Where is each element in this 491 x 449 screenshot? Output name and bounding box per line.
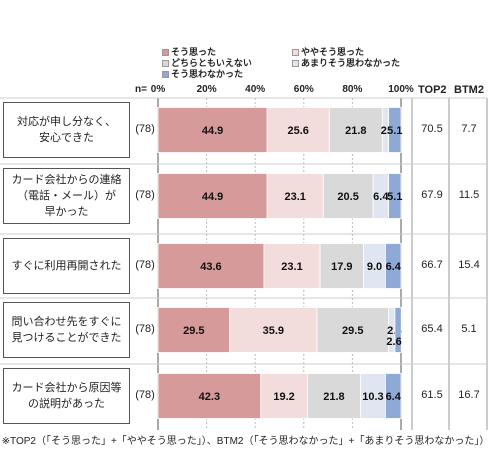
legend-swatch-4 [292, 60, 299, 68]
legend-label-3: どちらともいえない [171, 58, 252, 68]
top2-value: 67.9 [421, 189, 443, 201]
btm2-value: 15.4 [458, 259, 480, 271]
x-tick-label: 40% [245, 84, 266, 95]
bar-segment [266, 107, 330, 153]
legend-item-1: そう思った [162, 47, 216, 58]
x-tick-label: 80% [342, 84, 363, 95]
btm2-value: 7.7 [461, 123, 477, 135]
n-value: (78) [135, 389, 155, 401]
n-value: (78) [135, 259, 155, 271]
top2-value: 61.5 [421, 389, 443, 401]
legend-label-1: そう思った [171, 47, 217, 57]
n-value: (78) [135, 323, 155, 335]
data-label: 21.8 [323, 391, 344, 403]
bar-segment [157, 173, 268, 219]
top2-header: TOP2 [418, 84, 447, 96]
data-label: 19.2 [273, 391, 294, 403]
legend-label-5: そう思わなかった [171, 69, 244, 79]
data-label: 29.5 [183, 325, 204, 337]
data-label: 6.4 [386, 261, 402, 273]
n-header: n= [135, 84, 147, 95]
btm2-value: 16.7 [458, 389, 480, 401]
bar-segment [322, 173, 374, 219]
bar-segment [229, 307, 318, 353]
btm2-value: 5.1 [461, 323, 477, 335]
category-label: カード会社から原因等 の説明があった [3, 368, 130, 424]
x-tick-label: 20% [196, 84, 217, 95]
bar-segment [385, 243, 402, 289]
category-label: カード会社からの連絡 （電話・メール）が 早かった [3, 168, 130, 224]
legend-item-4: あまりそう思わなかった [292, 58, 400, 69]
category-label: 問い合わせ先をすぐに 見つけることができた [3, 302, 130, 358]
footnote: ※TOP2（「そう思った」+「ややそう思った」）、BTM2（「そう思わなかった」… [1, 436, 490, 447]
legend-label-4: あまりそう思わなかった [301, 58, 401, 68]
data-label: 44.9 [202, 125, 223, 137]
bar-segment [260, 373, 308, 419]
bar-segment [328, 107, 383, 153]
data-label: 43.6 [200, 261, 221, 273]
data-label: 25.6 [288, 125, 309, 137]
legend-label-2: ややそう思った [301, 47, 365, 57]
data-label: 44.9 [202, 191, 223, 203]
data-label: 5.1 [387, 125, 402, 137]
data-label: 17.9 [331, 261, 352, 273]
bar-segment [319, 243, 364, 289]
legend-swatch-2 [292, 49, 299, 57]
legend-swatch-5 [162, 71, 169, 79]
data-label: 29.5 [342, 325, 363, 337]
bar-segment [360, 373, 386, 419]
btm2-value: 11.5 [458, 189, 480, 201]
data-label: 35.9 [263, 325, 284, 337]
top2-value: 66.7 [421, 259, 443, 271]
bar-segment [157, 107, 268, 153]
n-value: (78) [135, 123, 155, 135]
legend-swatch-3 [162, 60, 169, 68]
bar-segment [266, 173, 324, 219]
bar-segment [388, 107, 402, 153]
data-label: 2.6 [386, 336, 401, 348]
category-label: 対応が申し分なく、 安心できた [3, 102, 130, 158]
top2-value: 70.5 [421, 123, 443, 135]
data-label: 6.4 [373, 191, 389, 203]
data-label: 23.1 [281, 261, 302, 273]
x-tick-label: 0% [150, 84, 166, 95]
btm2-header: BTM2 [454, 84, 484, 96]
top2-value: 65.4 [421, 323, 443, 335]
data-label: 10.3 [362, 391, 383, 403]
legend-item-3: どちらともいえない [162, 58, 252, 69]
data-label: 9.0 [367, 261, 382, 273]
data-label: 20.5 [337, 191, 358, 203]
bar-segment [388, 173, 402, 219]
x-tick-label: 60% [293, 84, 314, 95]
bar-segment [157, 307, 231, 353]
data-label: 6.4 [386, 391, 402, 403]
data-label: 21.8 [345, 125, 366, 137]
legend-item-2: ややそう思った [292, 47, 364, 58]
bar-segment [385, 373, 402, 419]
bar-segment [394, 307, 402, 353]
legend-swatch-1 [162, 49, 169, 57]
legend-item-5: そう思わなかった [162, 69, 243, 80]
data-label: 23.1 [284, 191, 305, 203]
bar-segment [263, 243, 321, 289]
x-tick-label: 100% [388, 84, 414, 95]
n-value: (78) [135, 189, 155, 201]
bar-segment [316, 307, 390, 353]
category-label: すぐに利用再開された [3, 238, 130, 294]
bar-segment [157, 373, 262, 419]
data-label: 42.3 [199, 391, 220, 403]
data-label: 5.1 [387, 191, 402, 203]
bar-segment [157, 243, 265, 289]
